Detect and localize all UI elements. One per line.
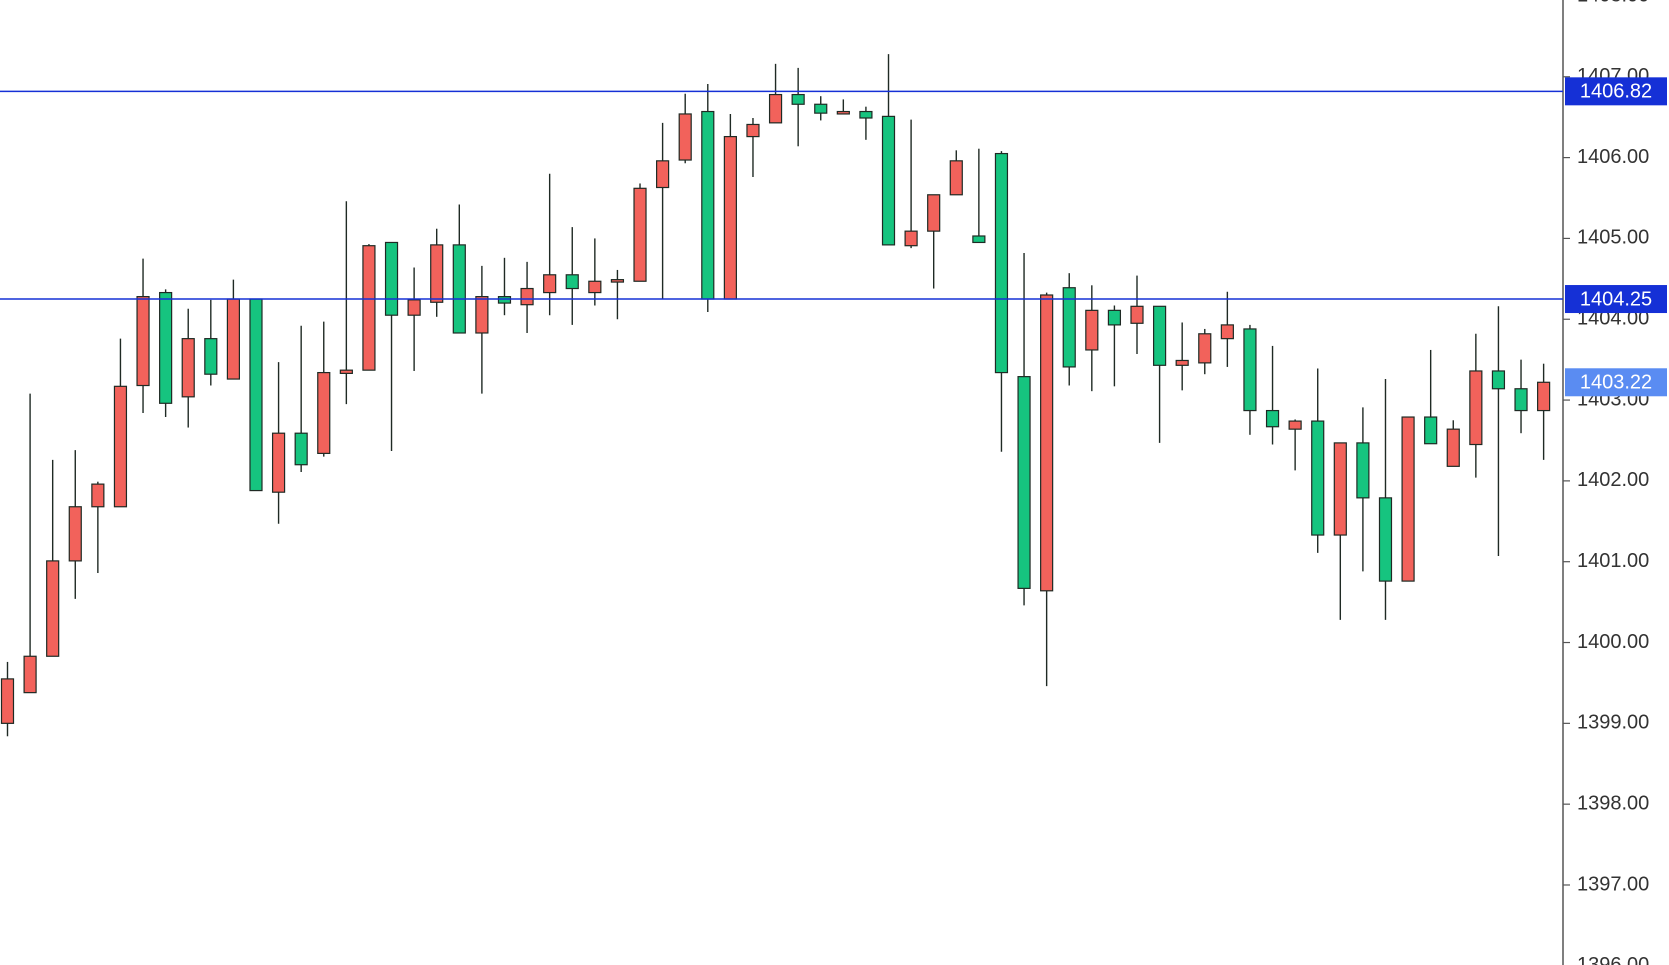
y-tick-label: 1397.00 xyxy=(1577,873,1649,895)
candle-body xyxy=(791,93,805,105)
candle-body xyxy=(181,338,195,398)
candle-body xyxy=(249,298,263,492)
y-tick-label: 1406.00 xyxy=(1577,146,1649,168)
candle-body xyxy=(1537,381,1551,412)
last-price-box xyxy=(1565,368,1667,397)
candle-body xyxy=(475,296,489,334)
candle-body xyxy=(1378,497,1393,582)
candle-body xyxy=(588,280,602,294)
candle-body xyxy=(1514,388,1528,412)
y-tick-label: 1400.00 xyxy=(1577,631,1649,653)
candle-body xyxy=(1265,409,1280,428)
candle-body xyxy=(1491,370,1506,390)
candle-body xyxy=(927,194,941,232)
candle-body xyxy=(1243,328,1257,412)
candle-body xyxy=(46,560,60,657)
candle-body xyxy=(678,113,692,161)
candle-body xyxy=(520,287,534,306)
candle-body xyxy=(204,338,218,375)
candle-body xyxy=(226,298,240,380)
candle-body xyxy=(1107,309,1122,326)
candle-body xyxy=(1152,305,1167,366)
y-tick-label: 1396.00 xyxy=(1577,954,1649,965)
candle-body xyxy=(1311,420,1325,536)
candle-body xyxy=(91,483,105,508)
price-label: 1404.25 xyxy=(1580,288,1652,310)
candle-body xyxy=(746,123,760,138)
y-tick-label: 1401.00 xyxy=(1577,550,1649,572)
candle-body xyxy=(271,432,286,493)
candle-body xyxy=(294,432,308,466)
candle-body xyxy=(972,235,986,244)
candle-body xyxy=(452,244,466,334)
candle-body xyxy=(159,291,173,404)
candle-body xyxy=(1130,305,1144,324)
y-tick-label: 1398.00 xyxy=(1577,792,1649,814)
candle-body xyxy=(1040,294,1054,592)
price-label: 1406.82 xyxy=(1580,81,1652,103)
candle-body xyxy=(113,385,128,508)
candle-body xyxy=(1424,416,1438,445)
candle-body xyxy=(339,369,353,374)
candle-body xyxy=(656,160,670,189)
y-tick-label: 1402.00 xyxy=(1577,469,1649,491)
candle-body xyxy=(1469,370,1483,446)
candle-body xyxy=(881,115,896,246)
candle-body xyxy=(565,274,579,290)
candle-body xyxy=(701,110,715,300)
candle-body xyxy=(0,678,15,724)
candle-body xyxy=(1062,287,1076,368)
y-tick-label: 1405.00 xyxy=(1577,227,1649,249)
candle-body xyxy=(136,296,150,387)
candle-body xyxy=(317,371,331,455)
y-tick-label: 1408.00 xyxy=(1577,0,1649,6)
candle-body xyxy=(610,279,625,283)
candle-body xyxy=(407,299,421,316)
candle-body xyxy=(814,103,828,114)
candle-body xyxy=(1198,333,1212,364)
last-price-label: 1403.22 xyxy=(1580,372,1652,394)
candle-body xyxy=(994,152,1009,374)
candle-body xyxy=(384,241,399,316)
candle-body xyxy=(836,110,850,115)
candle-body xyxy=(859,110,873,119)
candle-body xyxy=(768,93,783,124)
candle-body xyxy=(1401,416,1415,582)
candle-body xyxy=(1446,428,1460,467)
candle-body xyxy=(430,244,444,303)
candle-body xyxy=(497,296,512,304)
y-tick-label: 1399.00 xyxy=(1577,712,1649,734)
price-label-box xyxy=(1565,285,1667,314)
candle-body xyxy=(362,245,376,371)
candle-body xyxy=(904,230,918,247)
candle-body xyxy=(23,655,37,694)
candle-body xyxy=(1017,376,1031,589)
candle-body xyxy=(1085,309,1099,351)
candle-body xyxy=(1333,442,1347,536)
candle-body xyxy=(1356,442,1370,499)
candle-body xyxy=(949,160,963,196)
candle-body xyxy=(1175,359,1189,366)
candle-body xyxy=(1288,420,1302,430)
price-label-box xyxy=(1565,77,1667,106)
candle-body xyxy=(68,506,82,562)
candle-body xyxy=(633,187,647,282)
candle-body xyxy=(723,135,737,300)
candle-body xyxy=(1220,324,1234,340)
candle-body xyxy=(543,274,557,294)
